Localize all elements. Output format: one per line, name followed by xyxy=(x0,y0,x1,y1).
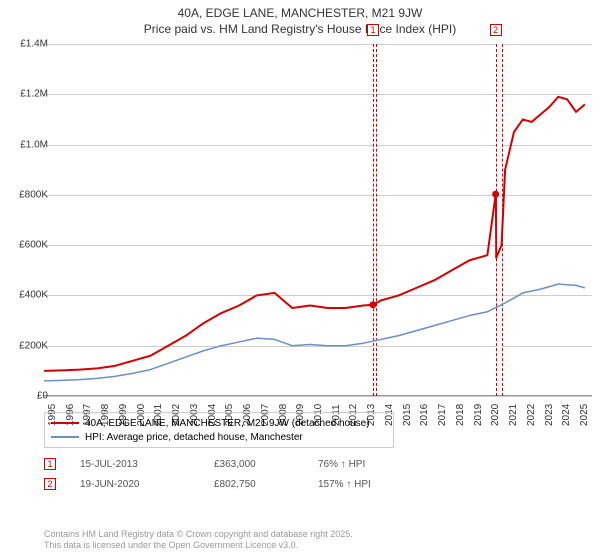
chart-area: 12 xyxy=(44,44,592,396)
x-tick-label: 2016 xyxy=(419,404,430,426)
legend: 40A, EDGE LANE, MANCHESTER, M21 9JW (det… xyxy=(44,412,394,448)
footer-attribution: Contains HM Land Registry data © Crown c… xyxy=(44,529,353,552)
event-date: 15-JUL-2013 xyxy=(80,459,190,470)
y-tick-label: £400K xyxy=(19,290,48,301)
legend-swatch xyxy=(51,436,79,438)
legend-label: 40A, EDGE LANE, MANCHESTER, M21 9JW (det… xyxy=(85,418,370,429)
plot-svg xyxy=(44,44,592,396)
y-tick-label: £200K xyxy=(19,340,48,351)
event-pct: 157% ↑ HPI xyxy=(318,479,371,490)
y-tick-label: £1.0M xyxy=(20,139,48,150)
footer-line-2: This data is licensed under the Open Gov… xyxy=(44,540,353,552)
event-price: £363,000 xyxy=(214,459,294,470)
event-list: 1 15-JUL-2013 £363,000 76% ↑ HPI 2 19-JUN-202… xyxy=(44,454,371,494)
y-tick-label: £600K xyxy=(19,240,48,251)
x-tick-label: 2017 xyxy=(437,404,448,426)
legend-item: HPI: Average price, detached house, Manc… xyxy=(51,430,387,444)
event-marker-box: 2 xyxy=(490,24,502,36)
x-tick-label: 2024 xyxy=(561,404,572,426)
y-tick-label: £0 xyxy=(37,391,48,402)
chart-subtitle: Price paid vs. HM Land Registry's House … xyxy=(0,22,600,36)
event-price: £802,750 xyxy=(214,479,294,490)
x-tick-label: 2020 xyxy=(490,404,501,426)
event-row: 2 19-JUN-2020 £802,750 157% ↑ HPI xyxy=(44,474,371,494)
y-tick-label: £800K xyxy=(19,189,48,200)
x-tick-label: 2015 xyxy=(402,404,413,426)
legend-item: 40A, EDGE LANE, MANCHESTER, M21 9JW (det… xyxy=(51,416,387,430)
legend-swatch xyxy=(51,422,79,424)
x-tick-label: 2018 xyxy=(455,404,466,426)
x-tick-label: 2023 xyxy=(544,404,555,426)
event-date: 19-JUN-2020 xyxy=(80,479,190,490)
chart-container: 40A, EDGE LANE, MANCHESTER, M21 9JW Pric… xyxy=(0,0,600,560)
event-num-box: 2 xyxy=(44,478,56,490)
event-num-box: 1 xyxy=(44,458,56,470)
event-pct: 76% ↑ HPI xyxy=(318,459,365,470)
x-tick-label: 2019 xyxy=(473,404,484,426)
x-tick-label: 2022 xyxy=(526,404,537,426)
event-marker-box: 1 xyxy=(367,24,379,36)
x-tick-label: 2025 xyxy=(579,404,590,426)
x-tick-label: 2021 xyxy=(508,404,519,426)
legend-label: HPI: Average price, detached house, Manc… xyxy=(85,432,303,443)
footer-line-1: Contains HM Land Registry data © Crown c… xyxy=(44,529,353,541)
y-tick-label: £1.4M xyxy=(20,39,48,50)
y-tick-label: £1.2M xyxy=(20,89,48,100)
chart-title: 40A, EDGE LANE, MANCHESTER, M21 9JW xyxy=(0,0,600,20)
event-row: 1 15-JUL-2013 £363,000 76% ↑ HPI xyxy=(44,454,371,474)
